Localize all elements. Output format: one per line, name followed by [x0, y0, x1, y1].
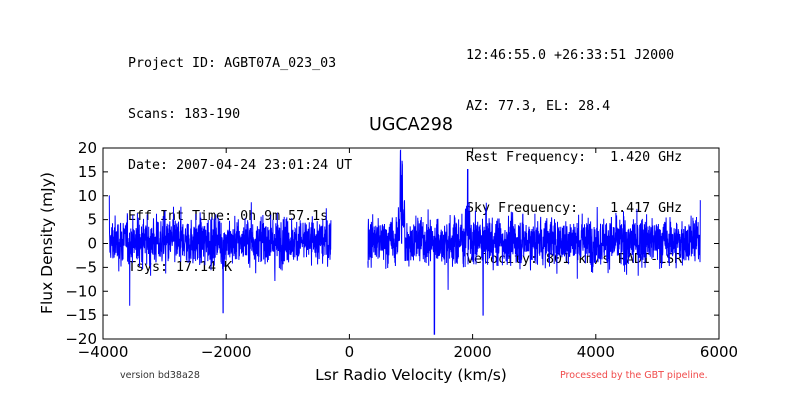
x-tick-label: 4000 [577, 343, 615, 361]
y-tick-label: −10 [65, 282, 97, 300]
y-tick-label: 20 [78, 139, 97, 157]
date: Date: 2007-04-24 23:01:24 UT [128, 158, 353, 173]
x-tick-label: 2000 [454, 343, 492, 361]
observation-info-right: 12:46:55.0 +26:33:51 J2000 AZ: 77.3, EL:… [466, 13, 682, 285]
sky-frequency: Sky Frequency: 1.417 GHz [466, 201, 683, 216]
scans: Scans: 183-190 [128, 107, 241, 122]
y-tick-label: −20 [65, 330, 97, 348]
y-tick-label: −15 [65, 306, 97, 324]
y-tick-label: 0 [87, 235, 97, 253]
x-axis-label: Lsr Radio Velocity (km/s) [315, 366, 507, 384]
y-tick-label: 15 [78, 163, 97, 181]
y-tick-label: −5 [75, 258, 97, 276]
version-note: version bd38a28 [120, 370, 200, 381]
rest-frequency: Rest Frequency: 1.420 GHz [466, 150, 683, 165]
integration-time: Eff Int Time: 0h 9m 57.1s [128, 209, 329, 224]
spectrum-line-segment [367, 149, 701, 335]
y-tick-label: 5 [87, 211, 97, 229]
az-el: AZ: 77.3, EL: 28.4 [466, 99, 611, 114]
pipeline-note: Processed by the GBT pipeline. [560, 370, 708, 381]
chart-title: UGCA298 [369, 115, 453, 135]
y-tick-label: 10 [78, 187, 97, 205]
project-id: Project ID: AGBT07A_023_03 [128, 56, 337, 71]
spectrum-line-segment [108, 195, 332, 314]
x-tick-label: −2000 [201, 343, 252, 361]
x-tick-label: 6000 [700, 343, 738, 361]
tsys: Tsys: 17.14 K [128, 260, 233, 275]
x-tick-label: 0 [345, 343, 355, 361]
x-tick-label: −4000 [78, 343, 129, 361]
observation-info-left: Project ID: AGBT07A_023_03 Scans: 183-19… [128, 21, 352, 293]
coordinates: 12:46:55.0 +26:33:51 J2000 [466, 48, 675, 63]
